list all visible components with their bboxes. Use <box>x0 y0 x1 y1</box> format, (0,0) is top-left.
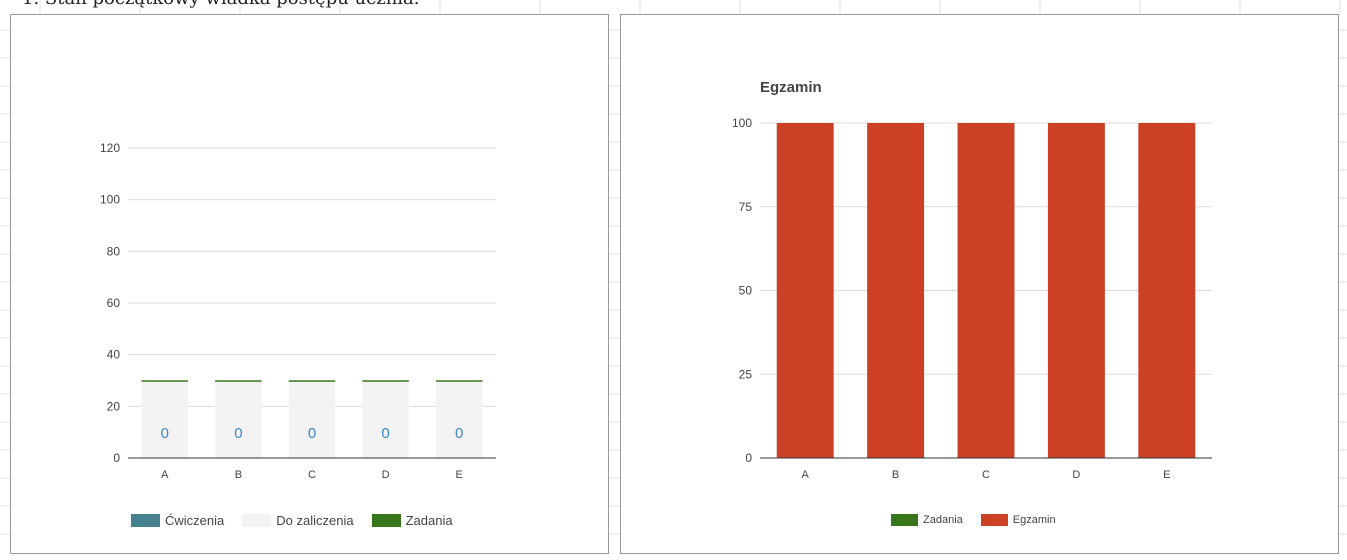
legend-label-cwiczenia: Ćwiczenia <box>165 513 225 528</box>
progress-chart[interactable]: 0 20 40 60 80 100 120 A 0 B 0 C 0 D 0 E 0 Ćwiczenia Do z… <box>10 14 609 554</box>
x-tick-label: E <box>1163 469 1170 481</box>
x-tick-label: B <box>235 469 242 481</box>
progress-chart-plot: 0 20 40 60 80 100 120 A 0 B 0 C 0 D 0 E 0 <box>100 141 496 481</box>
y-tick-label: 100 <box>732 116 752 130</box>
data-label-e: 0 <box>455 425 463 442</box>
legend-swatch-do-zaliczenia <box>242 514 272 527</box>
legend-swatch-zadania-exam <box>891 514 918 526</box>
data-label-d: 0 <box>381 425 389 442</box>
y-tick-label: 120 <box>100 141 120 155</box>
bar-a-series-1 <box>141 380 188 458</box>
bar-b-series-1 <box>215 380 262 458</box>
x-tick-label: C <box>308 469 316 481</box>
y-tick-label: 20 <box>107 399 121 413</box>
y-tick-label: 75 <box>739 200 753 214</box>
y-tick-label: 60 <box>107 296 121 310</box>
y-tick-label: 0 <box>113 451 120 465</box>
legend-item-egzamin: Egzamin <box>980 514 1056 526</box>
legend-swatch-cwiczenia <box>131 514 160 527</box>
bar-a-series-1 <box>776 123 834 458</box>
y-tick-label: 40 <box>107 348 121 362</box>
legend-label-zadania: Zadania <box>405 513 453 528</box>
y-tick-label: 50 <box>739 284 753 298</box>
y-tick-label: 0 <box>745 451 752 465</box>
bar-c-series-1 <box>288 380 336 458</box>
exam-chart-title: Egzamin <box>760 79 822 96</box>
exam-chart-legend: Zadania Egzamin <box>891 514 1074 526</box>
legend-label-do-zaliczenia: Do zaliczenia <box>276 513 354 528</box>
x-tick-label: C <box>982 469 990 481</box>
x-tick-label: A <box>802 469 810 481</box>
data-label-b: 0 <box>234 425 242 442</box>
bar-e-series-1 <box>436 380 483 458</box>
x-tick-label: D <box>1072 469 1080 481</box>
bar-d-series-1 <box>1047 123 1105 458</box>
legend-item-zadania-exam: Zadania <box>891 514 963 526</box>
progress-chart-legend: Ćwiczenia Do zaliczenia Zadania <box>131 513 471 528</box>
x-tick-label: E <box>456 469 463 481</box>
bar-c-series-1 <box>957 123 1015 458</box>
legend-swatch-zadania <box>371 514 401 527</box>
y-tick-label: 100 <box>100 193 120 207</box>
bar-e-series-1 <box>1138 123 1196 458</box>
legend-item-cwiczenia: Ćwiczenia <box>131 513 224 528</box>
legend-swatch-egzamin <box>980 514 1008 526</box>
data-label-a: 0 <box>161 425 169 442</box>
y-tick-label: 80 <box>107 244 121 258</box>
data-label-c: 0 <box>308 425 316 442</box>
bar-d-series-1 <box>362 380 409 458</box>
section-heading: 1. Stan początkowy wiadka postępu ucznia… <box>22 0 420 11</box>
exam-chart[interactable]: Egzamin 0 25 50 75 100 A B C D E Zadania Egzamin <box>620 14 1339 554</box>
legend-label-zadania-exam: Zadania <box>923 514 963 526</box>
exam-chart-plot: 0 25 50 75 100 A B C D E <box>732 116 1212 481</box>
x-tick-label: A <box>161 469 169 481</box>
legend-item-zadania: Zadania <box>371 513 453 528</box>
y-tick-label: 25 <box>739 367 753 381</box>
legend-item-do-zaliczenia: Do zaliczenia <box>242 513 354 528</box>
x-tick-label: D <box>382 469 390 481</box>
bar-b-series-1 <box>867 123 925 458</box>
x-tick-label: B <box>892 469 899 481</box>
legend-label-egzamin: Egzamin <box>1012 514 1056 526</box>
